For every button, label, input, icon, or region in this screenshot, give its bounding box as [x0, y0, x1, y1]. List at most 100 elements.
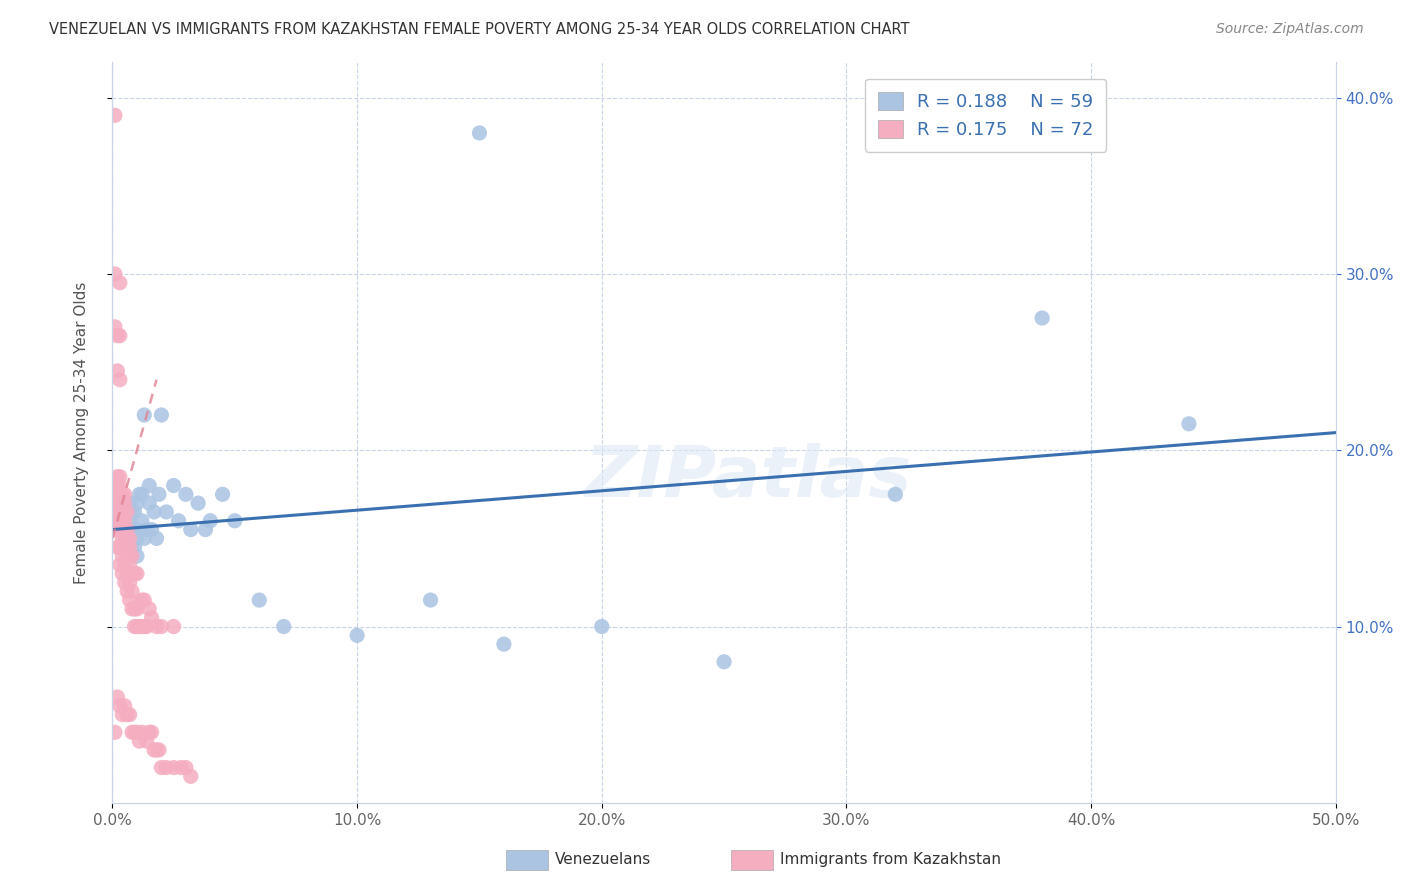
- Point: [125, 549, 148, 563]
- Point: [104, 108, 127, 122]
- Point: [111, 523, 134, 537]
- Point: [138, 478, 160, 492]
- Point: [174, 760, 197, 774]
- Point: [125, 725, 148, 739]
- Point: [124, 505, 146, 519]
- Point: [118, 593, 141, 607]
- Point: [105, 540, 128, 554]
- Point: [155, 505, 177, 519]
- Point: [145, 619, 167, 633]
- Point: [134, 532, 156, 546]
- Point: [194, 523, 217, 537]
- Point: [125, 496, 148, 510]
- Point: [111, 496, 134, 510]
- Point: [104, 505, 127, 519]
- Point: [118, 532, 141, 546]
- Point: [125, 566, 148, 581]
- Point: [180, 769, 202, 783]
- Point: [121, 540, 143, 554]
- Point: [105, 364, 128, 378]
- Point: [131, 725, 153, 739]
- Point: [121, 584, 143, 599]
- Point: [419, 593, 441, 607]
- Point: [163, 619, 186, 633]
- Point: [104, 505, 127, 519]
- Point: [108, 496, 131, 510]
- Point: [1178, 417, 1201, 431]
- Point: [104, 523, 127, 537]
- Point: [118, 514, 141, 528]
- Point: [118, 558, 141, 572]
- Point: [114, 505, 136, 519]
- Point: [115, 505, 138, 519]
- Point: [128, 619, 150, 633]
- Point: [111, 523, 134, 537]
- Point: [128, 734, 150, 748]
- Point: [174, 487, 197, 501]
- Text: ZIPatlas: ZIPatlas: [585, 442, 912, 511]
- Point: [108, 478, 131, 492]
- Point: [111, 505, 134, 519]
- Point: [131, 593, 153, 607]
- Text: Venezuelans: Venezuelans: [555, 853, 651, 867]
- Point: [163, 760, 186, 774]
- Point: [114, 523, 136, 537]
- Point: [105, 523, 128, 537]
- Point: [138, 496, 160, 510]
- Point: [108, 558, 131, 572]
- Point: [124, 523, 146, 537]
- Point: [180, 523, 202, 537]
- Point: [108, 514, 131, 528]
- Point: [150, 408, 173, 422]
- Point: [111, 549, 134, 563]
- Point: [115, 532, 138, 546]
- Point: [273, 619, 295, 633]
- Point: [114, 496, 136, 510]
- Point: [134, 619, 156, 633]
- Point: [115, 549, 138, 563]
- Point: [124, 725, 146, 739]
- Point: [108, 276, 131, 290]
- Point: [111, 514, 134, 528]
- Point: [150, 619, 173, 633]
- Point: [118, 540, 141, 554]
- Point: [114, 487, 136, 501]
- Point: [115, 707, 138, 722]
- Point: [114, 575, 136, 590]
- Point: [150, 760, 173, 774]
- Point: [138, 725, 160, 739]
- Text: Immigrants from Kazakhstan: Immigrants from Kazakhstan: [780, 853, 1001, 867]
- Point: [125, 523, 148, 537]
- Point: [155, 760, 177, 774]
- Point: [591, 619, 613, 633]
- Point: [105, 690, 128, 704]
- Point: [115, 505, 138, 519]
- Point: [141, 610, 163, 624]
- Point: [104, 496, 127, 510]
- Point: [114, 505, 136, 519]
- Point: [105, 514, 128, 528]
- Legend: R = 0.188    N = 59, R = 0.175    N = 72: R = 0.188 N = 59, R = 0.175 N = 72: [865, 78, 1107, 152]
- Point: [108, 328, 131, 343]
- Point: [125, 602, 148, 616]
- Point: [108, 469, 131, 483]
- Point: [145, 743, 167, 757]
- Point: [884, 487, 907, 501]
- Point: [115, 523, 138, 537]
- Point: [104, 478, 127, 492]
- Point: [114, 514, 136, 528]
- Point: [163, 478, 186, 492]
- Point: [114, 540, 136, 554]
- Point: [111, 532, 134, 546]
- Point: [118, 549, 141, 563]
- Point: [118, 523, 141, 537]
- Point: [105, 469, 128, 483]
- Point: [104, 523, 127, 537]
- Point: [148, 487, 170, 501]
- Point: [121, 505, 143, 519]
- Point: [125, 619, 148, 633]
- Point: [468, 126, 491, 140]
- Point: [114, 532, 136, 546]
- Point: [131, 619, 153, 633]
- Point: [115, 540, 138, 554]
